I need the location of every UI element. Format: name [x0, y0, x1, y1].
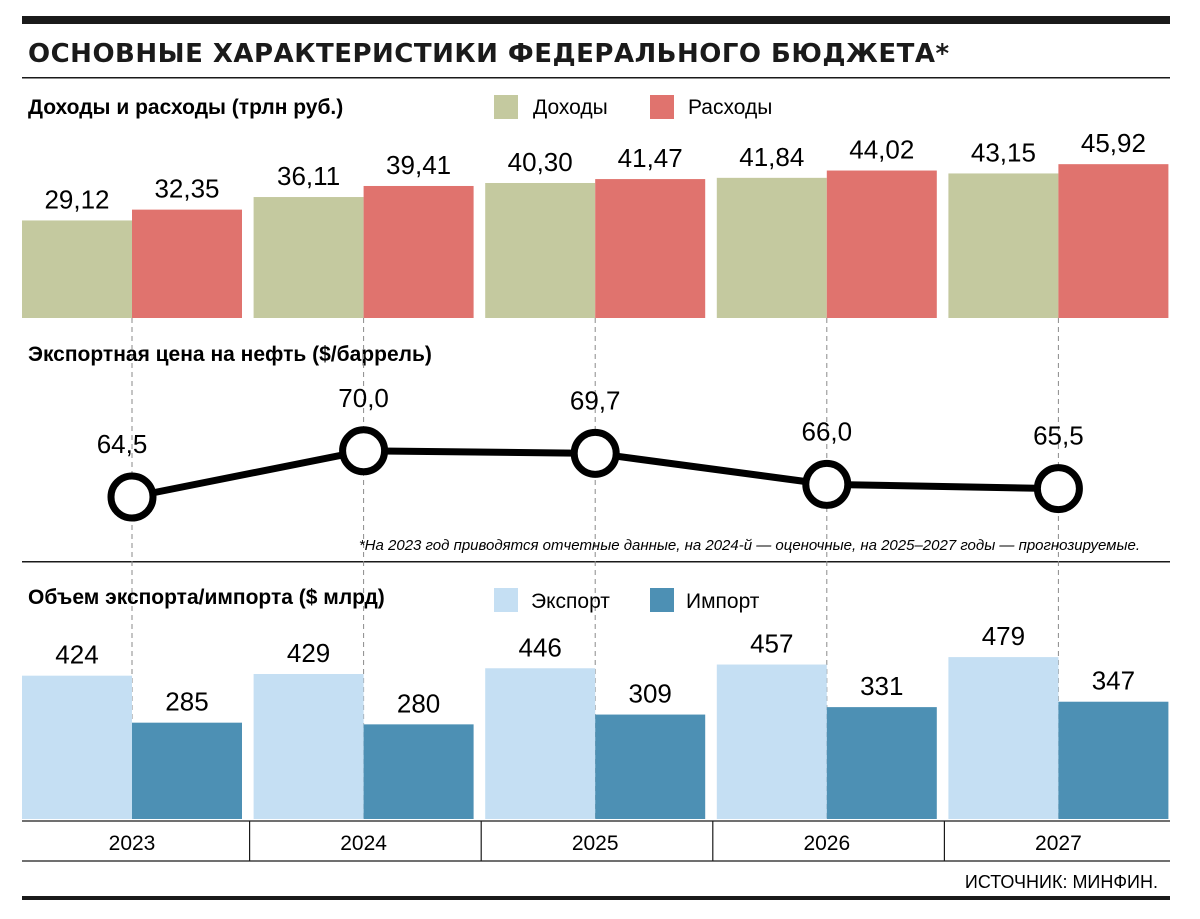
bottom-rule: [22, 896, 1170, 900]
trade-bar-Импорт-2026: [826, 707, 937, 819]
trade-label-Импорт-2024: 280: [397, 688, 440, 718]
legend-label-expense: Расходы: [688, 96, 772, 119]
year-guides: [131, 318, 1059, 821]
legend-label-import: Импорт: [686, 590, 760, 613]
trade-label-Экспорт-2025: 446: [519, 632, 562, 662]
oil-label-2024: 70,0: [338, 383, 389, 413]
oil-point-2025: [570, 428, 620, 478]
trade-bar-Экспорт-2026: [716, 664, 827, 819]
budget-label-Расходы-2027: 45,92: [1081, 128, 1146, 158]
oil-label-2025: 69,7: [570, 385, 621, 415]
budget-label-Расходы-2023: 32,35: [154, 174, 219, 204]
trade-label-Экспорт-2024: 429: [287, 638, 330, 668]
trade-bar-Импорт-2025: [595, 714, 706, 819]
oil-price-line: 64,5 70,0 69,7 66,0 65,5: [97, 383, 1084, 522]
trade-bar-Импорт-2024: [363, 724, 474, 819]
budget-bar-Расходы-2026: [826, 170, 937, 318]
budget-bar-Расходы-2027: [1058, 164, 1169, 318]
trade-label-Импорт-2025: 309: [629, 679, 672, 709]
budget-label-Доходы-2027: 43,15: [971, 137, 1036, 167]
budget-label-Доходы-2024: 36,11: [277, 161, 340, 191]
trade-label-Экспорт-2026: 457: [750, 629, 793, 659]
trade-label-Импорт-2026: 331: [860, 671, 903, 701]
oil-label-2026: 66,0: [801, 416, 852, 446]
trade-bar-Импорт-2023: [132, 722, 242, 819]
budget-label-Доходы-2023: 29,12: [44, 184, 109, 214]
trade-bar-Экспорт-2024: [253, 673, 364, 819]
top-rule: [22, 16, 1170, 24]
footnote: *На 2023 год приводятся отчетные данные,…: [359, 537, 1140, 554]
oil-label-2027: 65,5: [1033, 421, 1084, 451]
year-label-2027: 2027: [1035, 832, 1082, 855]
trade-label-Экспорт-2023: 424: [55, 640, 98, 670]
title-rule: [22, 77, 1170, 79]
source-note: ИСТОЧНИК: МИНФИН.: [965, 872, 1158, 892]
trade-label-Импорт-2027: 347: [1092, 666, 1135, 696]
budget-label-Доходы-2026: 41,84: [739, 142, 804, 172]
year-label-2024: 2024: [340, 832, 387, 855]
legend-swatch-income: [494, 95, 518, 119]
budget-label-Доходы-2025: 40,30: [508, 147, 573, 177]
budget-bar-Доходы-2026: [716, 177, 827, 318]
budget-label-Расходы-2024: 39,41: [386, 150, 451, 180]
year-axis: 2023 2024 2025 2026 2027: [109, 821, 1082, 861]
oil-point-2026: [802, 459, 852, 509]
trade-bar-Экспорт-2027: [948, 657, 1059, 819]
trade-label-Импорт-2023: 285: [165, 687, 208, 717]
trade-label-Экспорт-2027: 479: [982, 621, 1025, 651]
legend-swatch-expense: [650, 95, 674, 119]
trade-bar-Импорт-2027: [1058, 701, 1169, 819]
legend-swatch-import: [650, 588, 674, 612]
budget-bar-Доходы-2024: [253, 197, 364, 318]
section-rule: [22, 561, 1170, 563]
budget-bar-Расходы-2023: [132, 209, 242, 318]
year-label-2026: 2026: [803, 832, 850, 855]
oil-point-2023: [107, 472, 157, 522]
oil-label-2023: 64,5: [97, 429, 148, 459]
year-label-2025: 2025: [572, 832, 619, 855]
oil-price-title: Экспортная цена на нефть ($/баррель): [28, 343, 432, 366]
legend-label-export: Экспорт: [531, 590, 610, 613]
budget-bar-Доходы-2027: [948, 173, 1059, 318]
budget-bar-Доходы-2023: [22, 220, 132, 318]
budget-bar-Расходы-2024: [363, 185, 474, 318]
trade-bar-Экспорт-2025: [485, 668, 596, 819]
year-label-2023: 2023: [109, 832, 156, 855]
income-expense-bars: 29,12 36,11 40,30 41,84 43,15 32,35 39,41 41,47…: [22, 128, 1169, 318]
main-title: ОСНОВНЫЕ ХАРАКТЕРИСТИКИ ФЕДЕРАЛЬНОГО БЮД…: [28, 39, 950, 69]
budget-bar-Доходы-2025: [485, 182, 596, 318]
budget-label-Расходы-2025: 41,47: [618, 143, 683, 173]
legend-label-income: Доходы: [533, 96, 608, 119]
oil-point-2027: [1033, 464, 1083, 514]
budget-label-Расходы-2026: 44,02: [849, 135, 914, 165]
income-expense-title: Доходы и расходы (трлн руб.): [28, 96, 343, 119]
export-import-title: Объем экспорта/импорта ($ млрд): [28, 586, 385, 609]
trade-bar-Экспорт-2023: [22, 675, 132, 819]
legend-swatch-export: [494, 588, 518, 612]
budget-bar-Расходы-2025: [595, 179, 706, 318]
export-import-bars: 424 429 446 457 479 285 280 309 331 347: [22, 621, 1169, 819]
oil-point-2024: [339, 426, 389, 476]
